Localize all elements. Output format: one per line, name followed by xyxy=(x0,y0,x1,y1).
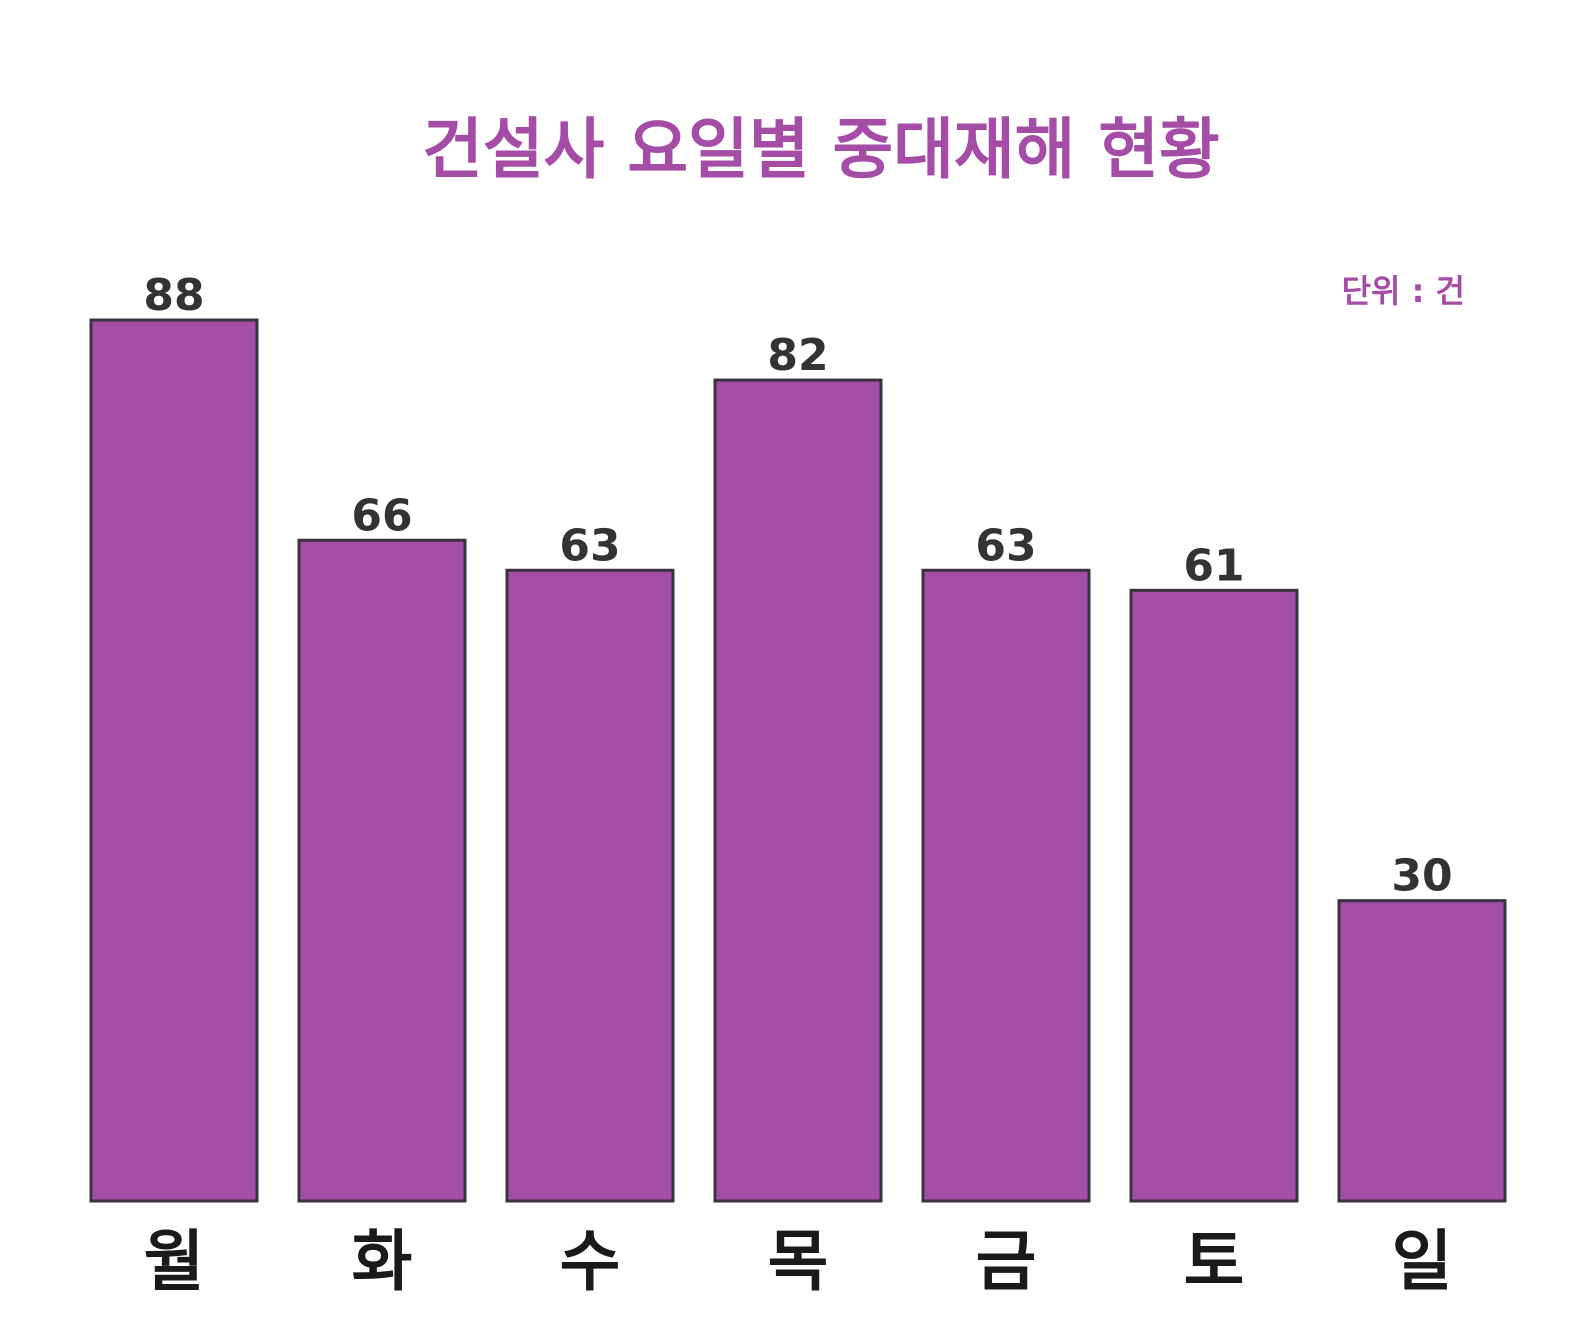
category-label-5: 금 xyxy=(976,1223,1037,1300)
unit-label: 단위 : 건 xyxy=(1342,272,1465,310)
bar-2 xyxy=(297,538,467,1203)
bar-1 xyxy=(89,318,259,1203)
category-label-2: 화 xyxy=(352,1223,413,1300)
chart-title: 건설사 요일별 중대재해 현황 xyxy=(422,111,1220,188)
value-label-4: 82 xyxy=(767,330,828,381)
category-label-3: 수 xyxy=(560,1223,621,1300)
value-label-3: 63 xyxy=(559,520,620,571)
value-label-1: 88 xyxy=(143,270,204,321)
bar-3 xyxy=(505,568,675,1203)
bar-5 xyxy=(921,568,1091,1203)
value-label-2: 66 xyxy=(351,490,412,541)
category-label-1: 월 xyxy=(144,1223,205,1300)
value-label-6: 61 xyxy=(1183,540,1244,591)
category-label-6: 토 xyxy=(1184,1223,1245,1300)
bar-7 xyxy=(1337,899,1507,1203)
bar-6 xyxy=(1129,588,1299,1203)
bars-group xyxy=(89,318,1507,1203)
category-label-7: 일 xyxy=(1392,1223,1453,1300)
bar-4 xyxy=(713,378,883,1203)
value-labels-group: 88 66 63 82 63 61 30 xyxy=(143,270,1452,902)
value-label-7: 30 xyxy=(1391,851,1452,902)
category-label-4: 목 xyxy=(768,1223,829,1300)
value-label-5: 63 xyxy=(975,520,1036,571)
